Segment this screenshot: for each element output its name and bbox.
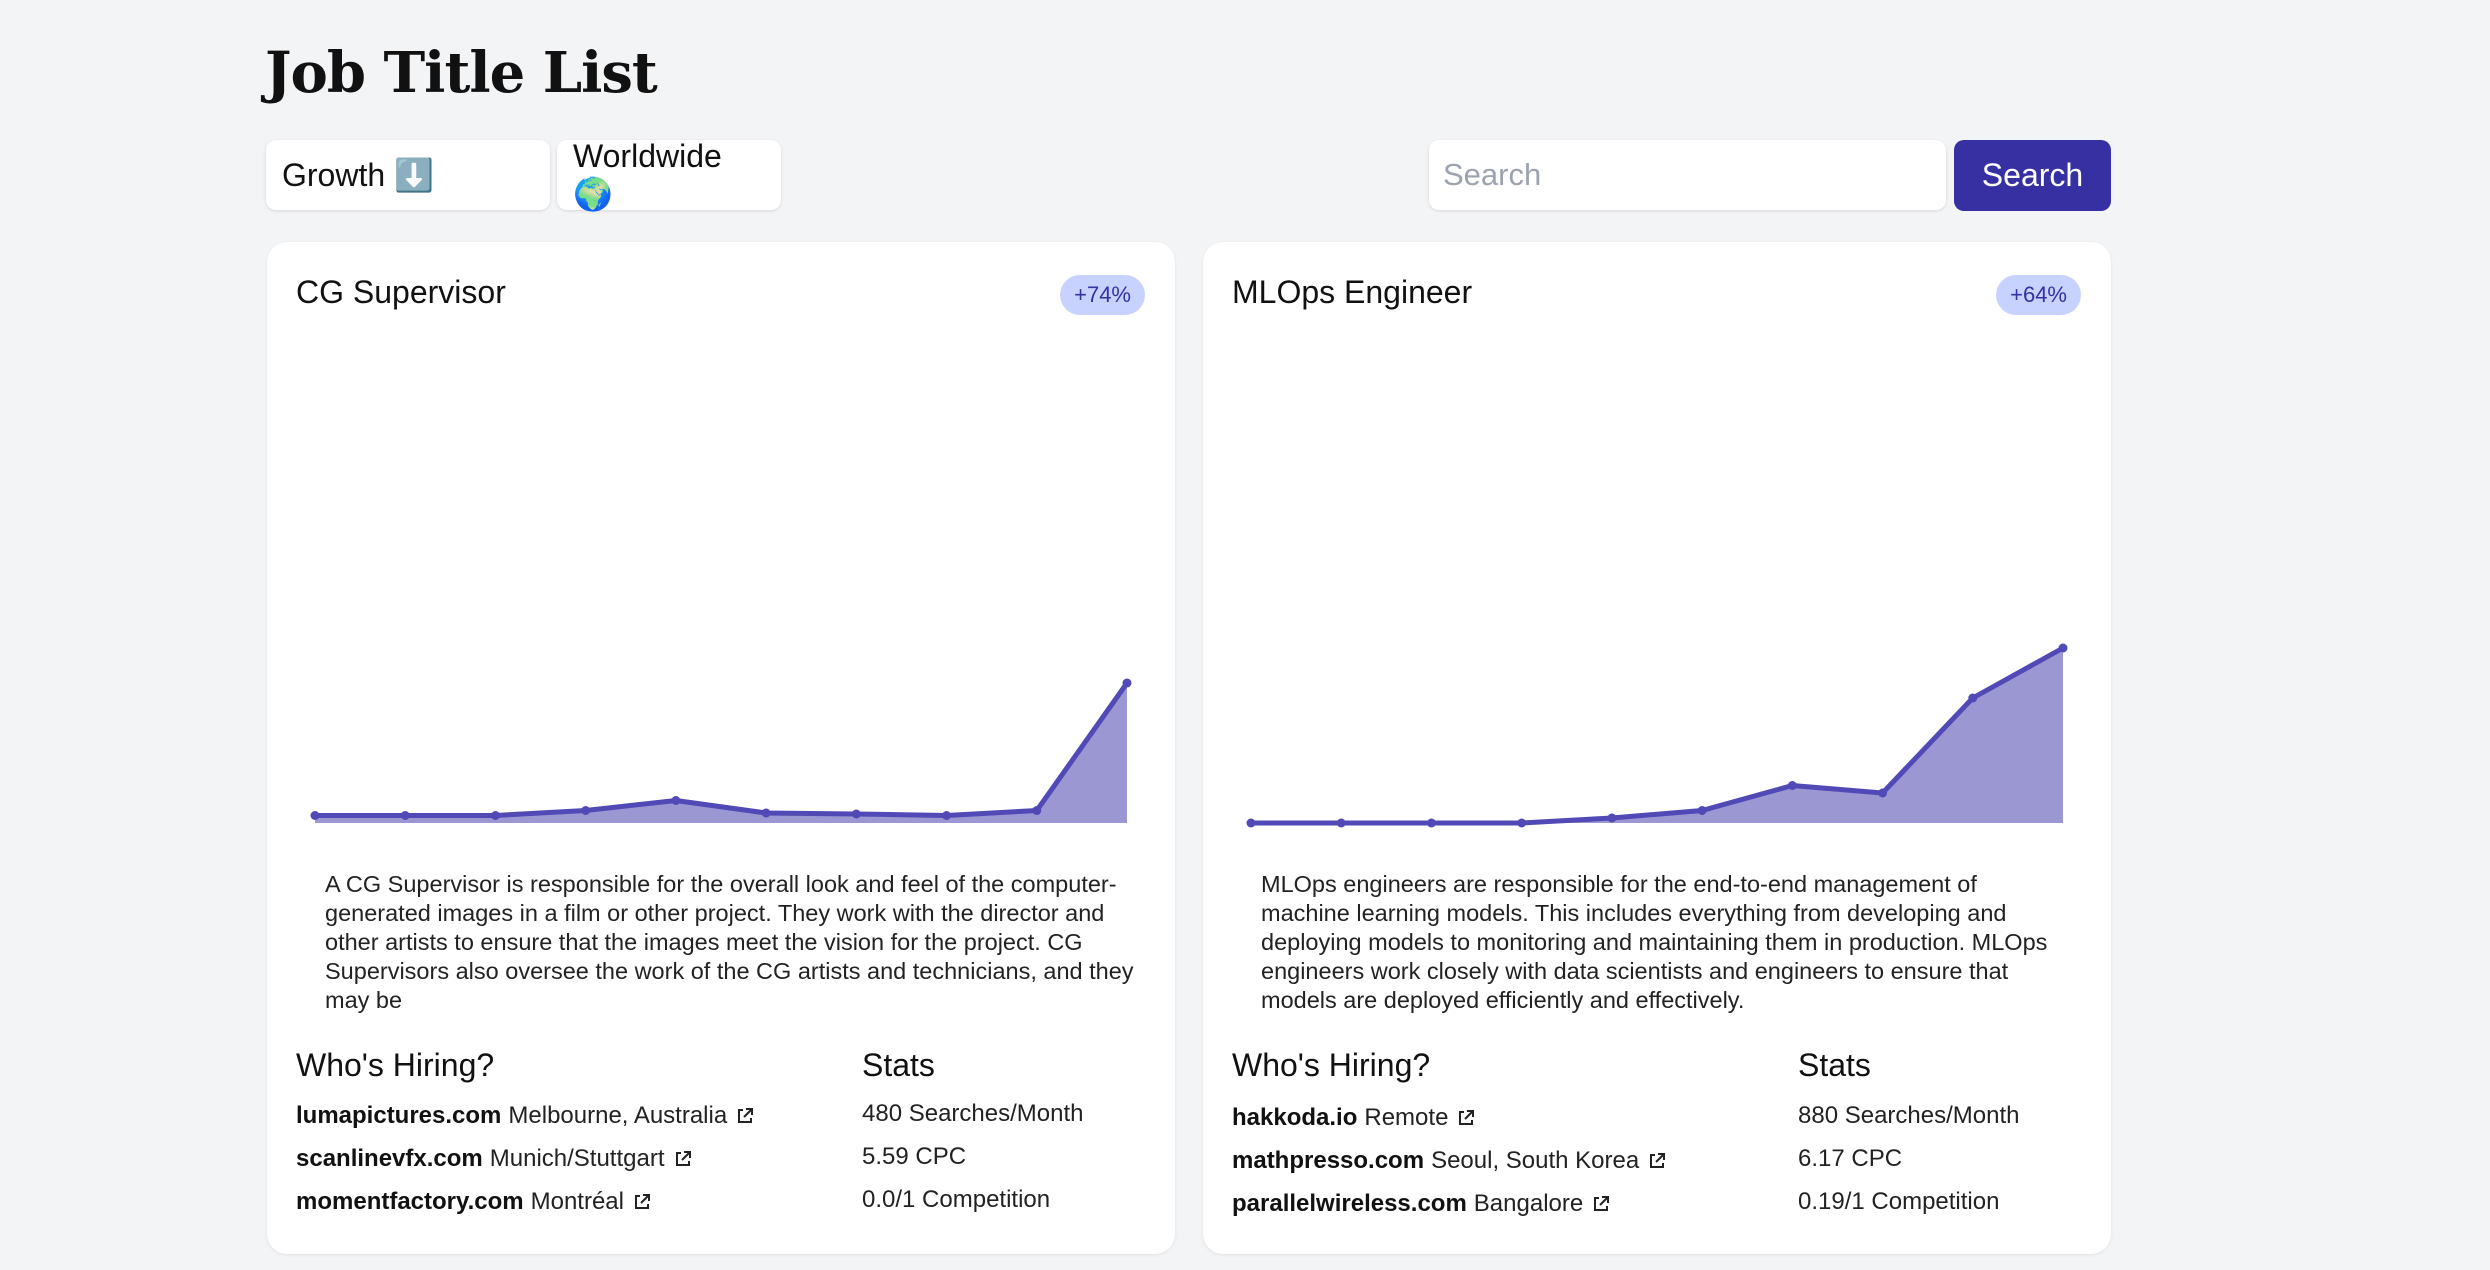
search-button[interactable]: Search <box>1954 140 2111 211</box>
job-card: MLOps Engineer +64% MLOps engineers are … <box>1203 242 2111 1254</box>
chart-point <box>1517 818 1527 828</box>
chart-point <box>761 808 771 818</box>
chart-area <box>1251 648 2063 823</box>
sort-dropdown[interactable]: Growth ⬇️ <box>266 140 550 210</box>
stat-competition: 0.19/1 Competition <box>1798 1188 2000 1215</box>
company-link[interactable]: mathpresso.com Seoul, South Korea <box>1232 1147 1667 1175</box>
chart-point <box>1246 818 1256 828</box>
chart-point <box>1968 693 1978 703</box>
chart-point <box>1787 781 1797 790</box>
chart-point <box>490 811 500 820</box>
external-link-icon[interactable] <box>1591 1194 1611 1214</box>
stat-cpc: 5.59 CPC <box>862 1143 967 1170</box>
external-link-icon[interactable] <box>632 1192 652 1212</box>
chart-line <box>1251 645 2065 826</box>
growth-badge: +64% <box>1996 275 2081 315</box>
trend-chart <box>1246 643 2068 828</box>
job-title[interactable]: MLOps Engineer <box>1232 274 1473 310</box>
external-link-icon[interactable] <box>1647 1151 1667 1171</box>
job-card: CG Supervisor +74% A CG Supervisor is re… <box>267 242 1175 1254</box>
chart-line <box>315 681 1130 818</box>
company-link[interactable]: hakkoda.io Remote <box>1232 1104 1476 1132</box>
growth-badge: +74% <box>1060 275 1145 315</box>
chart-point <box>1032 806 1042 815</box>
company-domain: mathpresso.com <box>1232 1147 1425 1174</box>
company-location: Montréal <box>530 1188 624 1215</box>
chart-point <box>1697 806 1707 815</box>
page-title: Job Title List <box>265 40 658 106</box>
company-location: Bangalore <box>1473 1190 1584 1217</box>
chart-point <box>2058 643 2068 653</box>
stat-cpc: 6.17 CPC <box>1798 1145 1903 1172</box>
chart-point <box>1336 818 1346 828</box>
stat-searches: 880 Searches/Month <box>1798 1102 2020 1129</box>
chart-point <box>1607 813 1617 823</box>
chart-point <box>1878 788 1888 798</box>
company-link[interactable]: lumapictures.com Melbourne, Australia <box>296 1102 755 1130</box>
job-description: A CG Supervisor is responsible for the o… <box>325 871 1134 1013</box>
company-link[interactable]: scanlinevfx.com Munich/Stuttgart <box>296 1145 693 1173</box>
company-domain: scanlinevfx.com <box>296 1145 483 1172</box>
chart-point <box>1122 678 1132 688</box>
company-domain: momentfactory.com <box>296 1188 524 1215</box>
company-link[interactable]: momentfactory.com Montréal <box>296 1188 652 1216</box>
search-input[interactable] <box>1429 140 1946 210</box>
company-link[interactable]: parallelwireless.com Bangalore <box>1232 1190 1611 1218</box>
chart-point <box>671 796 681 805</box>
company-domain: hakkoda.io <box>1232 1104 1358 1131</box>
company-location: Remote <box>1364 1104 1449 1131</box>
chart-point <box>310 811 320 820</box>
stat-competition: 0.0/1 Competition <box>862 1186 1051 1213</box>
region-dropdown[interactable]: Worldwide 🌍 <box>557 138 781 212</box>
chart-point <box>400 811 410 820</box>
chart-point <box>851 809 861 819</box>
company-location: Seoul, South Korea <box>1431 1147 1640 1174</box>
chart-point <box>581 806 591 815</box>
stat-searches: 480 Searches/Month <box>862 1100 1084 1127</box>
company-location: Munich/Stuttgart <box>489 1145 665 1172</box>
chart-point <box>942 811 952 820</box>
stats-heading: Stats <box>1798 1047 1871 1083</box>
external-link-icon[interactable] <box>1456 1108 1476 1128</box>
company-domain: lumapictures.com <box>296 1102 502 1129</box>
external-link-icon[interactable] <box>673 1149 693 1169</box>
job-description: MLOps engineers are responsible for the … <box>1261 871 2048 1013</box>
company-domain: parallelwireless.com <box>1232 1190 1467 1217</box>
job-title[interactable]: CG Supervisor <box>296 274 506 310</box>
stats-heading: Stats <box>862 1047 935 1083</box>
whos-hiring-heading: Who's Hiring? <box>296 1047 495 1083</box>
external-link-icon[interactable] <box>735 1106 755 1126</box>
chart-point <box>1426 818 1436 828</box>
company-location: Melbourne, Australia <box>508 1102 728 1129</box>
trend-chart <box>310 678 1132 823</box>
whos-hiring-heading: Who's Hiring? <box>1232 1047 1431 1083</box>
chart-area <box>315 683 1127 823</box>
